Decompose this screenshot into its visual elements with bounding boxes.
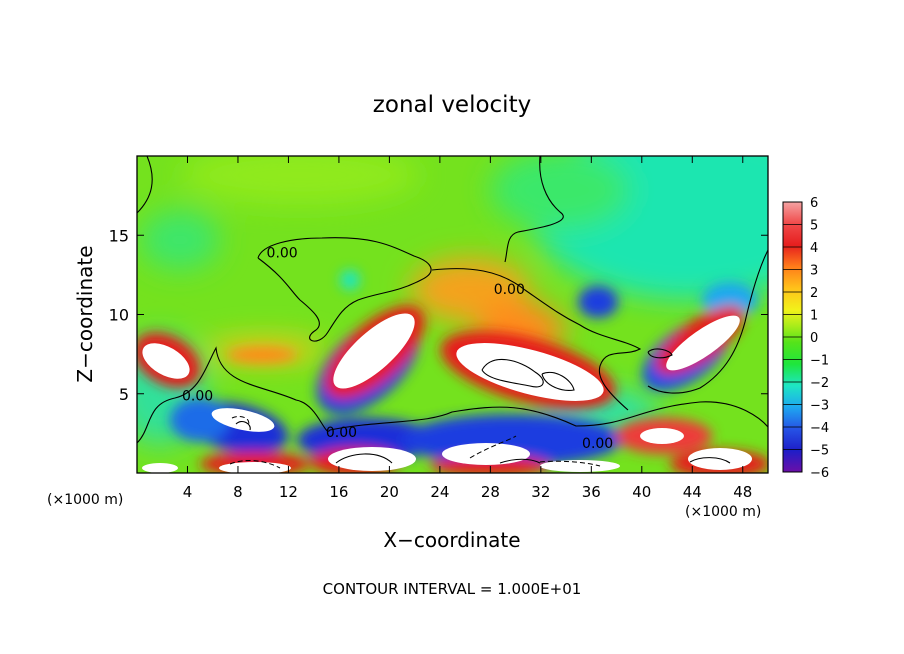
contour-label: 0.00 — [267, 246, 298, 262]
y-tick-label: 10 — [109, 306, 129, 325]
colorbar-tick-label: −1 — [810, 354, 829, 369]
x-tick-label: 12 — [279, 483, 298, 501]
x-tick-label: 36 — [582, 483, 601, 501]
colorbar: 6 5 4 3 2 1 0 −1 −2 −3 −4 −5 −6 — [782, 196, 829, 481]
colorbar-tick-label: −2 — [810, 376, 829, 391]
x-axis-label: X−coordinate — [383, 528, 520, 552]
x-tick-label: 24 — [430, 483, 449, 501]
contour-label: 0.00 — [326, 425, 357, 441]
colorbar-tick-label: −4 — [810, 421, 829, 436]
x-tick-label: 40 — [632, 483, 651, 501]
colorbar-tick-label: 6 — [810, 196, 818, 211]
chart-title: zonal velocity — [373, 92, 531, 118]
y-tick-label: 15 — [109, 226, 129, 245]
contour-label: 0.00 — [494, 282, 525, 298]
x-tick-label: 16 — [329, 483, 348, 501]
x-tick-label: 44 — [683, 483, 702, 501]
contour-label: 0.00 — [582, 436, 613, 452]
y-axis-label: Z−coordinate — [73, 245, 97, 382]
x-tick-label: 32 — [531, 483, 550, 501]
colorbar-tick-label: 2 — [810, 286, 818, 301]
colorbar-tick-label: 0 — [810, 331, 818, 346]
y-tick-label: 5 — [119, 385, 129, 404]
x-tick-label: 48 — [733, 483, 752, 501]
colorbar-tick-label: 1 — [810, 309, 818, 324]
colorbar-tick-label: −6 — [810, 466, 829, 481]
colorbar-tick-label: 3 — [810, 264, 818, 279]
colorbar-tick-label: −3 — [810, 399, 829, 414]
x-unit-left: (×1000 m) — [47, 492, 123, 508]
contour-label: 0.00 — [182, 388, 213, 404]
colorbar-tick-label: 5 — [810, 219, 818, 234]
x-tick-label: 20 — [380, 483, 399, 501]
plot-area: 0.00 0.00 0.00 0.00 0.00 — [137, 156, 768, 473]
contour-interval-note: CONTOUR INTERVAL = 1.000E+01 — [323, 580, 582, 598]
x-tick-label: 4 — [183, 483, 193, 501]
x-tick-label: 28 — [481, 483, 500, 501]
colorbar-tick-label: 4 — [810, 241, 818, 256]
x-tick-label: 8 — [233, 483, 243, 501]
colorbar-tick-label: −5 — [810, 444, 829, 459]
x-unit-right: (×1000 m) — [685, 504, 761, 520]
